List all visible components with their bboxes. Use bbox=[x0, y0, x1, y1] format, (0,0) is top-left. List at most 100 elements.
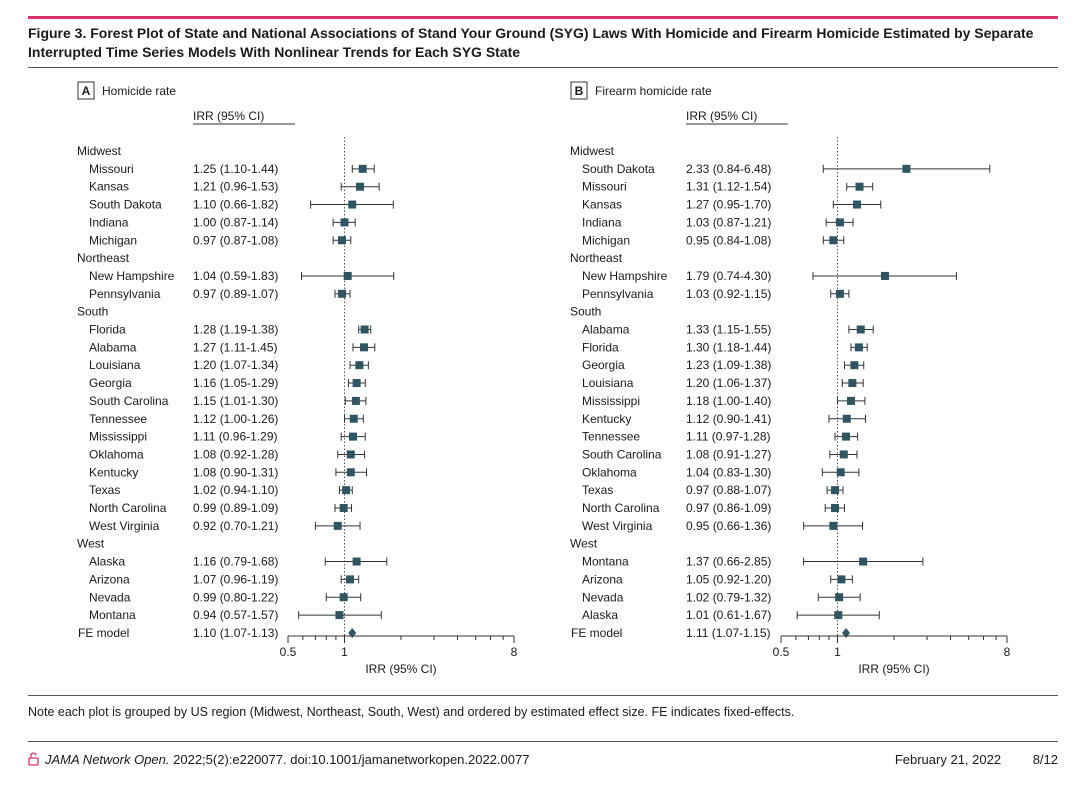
x-tick-label: 1 bbox=[341, 645, 348, 659]
point-estimate bbox=[348, 200, 357, 209]
point-estimate bbox=[346, 575, 355, 584]
point-estimate bbox=[837, 575, 846, 584]
state-ci: 1.08 (0.91-1.27) bbox=[686, 447, 771, 461]
publication-date: February 21, 2022 bbox=[894, 752, 1002, 767]
x-tick-label: 8 bbox=[511, 645, 518, 659]
panel-letter-box bbox=[77, 81, 95, 100]
state-ci: 0.99 (0.80-1.22) bbox=[193, 590, 278, 604]
state-ci: 1.05 (0.92-1.20) bbox=[686, 572, 771, 586]
state-label: Arizona bbox=[89, 572, 130, 586]
state-label: Montana bbox=[89, 608, 136, 622]
state-ci: 1.30 (1.18-1.44) bbox=[686, 340, 771, 354]
state-ci: 1.03 (0.92-1.15) bbox=[686, 287, 771, 301]
state-ci: 1.04 (0.83-1.30) bbox=[686, 465, 771, 479]
state-label: Montana bbox=[582, 555, 629, 569]
footer: JAMA Network Open. 2022;5(2):e220077. do… bbox=[28, 752, 1058, 769]
point-estimate bbox=[842, 432, 851, 441]
state-ci: 1.37 (0.66-2.85) bbox=[686, 555, 771, 569]
state-label: Louisiana bbox=[89, 358, 141, 372]
forest-plots: A Homicide rate IRR (95% CI) Midwest Missour… bbox=[77, 81, 1011, 676]
state-ci: 1.20 (1.06-1.37) bbox=[686, 376, 771, 390]
state-ci: 1.04 (0.59-1.83) bbox=[193, 269, 278, 283]
state-ci: 1.10 (0.66-1.82) bbox=[193, 198, 278, 212]
point-estimate bbox=[848, 379, 857, 388]
state-label: Tennessee bbox=[582, 430, 640, 444]
region-label: Midwest bbox=[77, 144, 122, 158]
state-ci: 0.97 (0.86-1.09) bbox=[686, 501, 771, 515]
state-label: Indiana bbox=[89, 215, 129, 229]
state-ci: 1.33 (1.15-1.55) bbox=[686, 323, 771, 337]
state-ci: 0.97 (0.87-1.08) bbox=[193, 233, 278, 247]
state-ci: 0.99 (0.89-1.09) bbox=[193, 501, 278, 515]
state-label: Alabama bbox=[89, 340, 137, 354]
citation: 2022;5(2):e220077. doi:10.1001/jamanetwo… bbox=[169, 752, 530, 767]
point-estimate bbox=[880, 271, 889, 280]
point-estimate bbox=[358, 164, 367, 173]
region-label: South bbox=[570, 305, 601, 319]
point-estimate bbox=[335, 611, 344, 620]
summary-ci: 1.10 (1.07-1.13) bbox=[193, 626, 278, 640]
point-estimate bbox=[352, 557, 361, 566]
state-label: Florida bbox=[89, 323, 126, 337]
summary-ci: 1.11 (1.07-1.15) bbox=[686, 626, 771, 640]
panel-title: Homicide rate bbox=[102, 84, 176, 98]
summary-label: FE model bbox=[571, 626, 622, 640]
point-estimate bbox=[349, 414, 358, 423]
state-label: North Carolina bbox=[89, 501, 167, 515]
state-label: Pennsylvania bbox=[89, 287, 161, 301]
state-label: Michigan bbox=[582, 233, 630, 247]
point-estimate bbox=[356, 182, 365, 191]
panel-title: Firearm homicide rate bbox=[595, 84, 712, 98]
state-ci: 1.07 (0.96-1.19) bbox=[193, 572, 278, 586]
column-header: IRR (95% CI) bbox=[193, 109, 264, 123]
state-label: North Carolina bbox=[582, 501, 660, 515]
state-ci: 0.94 (0.57-1.57) bbox=[193, 608, 278, 622]
point-estimate bbox=[835, 218, 844, 227]
panel-letter-box bbox=[570, 81, 588, 100]
point-estimate bbox=[343, 271, 352, 280]
point-estimate bbox=[835, 593, 844, 602]
state-ci: 2.33 (0.84-6.48) bbox=[686, 162, 771, 176]
state-label: Nevada bbox=[89, 590, 131, 604]
state-label: Alabama bbox=[582, 323, 630, 337]
state-ci: 1.20 (1.07-1.34) bbox=[193, 358, 278, 372]
point-estimate bbox=[351, 396, 360, 405]
state-ci: 1.02 (0.79-1.32) bbox=[686, 590, 771, 604]
point-estimate bbox=[333, 521, 342, 530]
journal-name: JAMA Network Open. bbox=[45, 752, 170, 767]
state-label: South Dakota bbox=[582, 162, 655, 176]
point-estimate bbox=[339, 504, 348, 512]
state-ci: 1.11 (0.97-1.28) bbox=[686, 430, 771, 444]
x-axis-label: IRR (95% CI) bbox=[365, 662, 436, 676]
state-ci: 1.79 (0.74-4.30) bbox=[686, 269, 771, 283]
open-access-lock-icon bbox=[28, 752, 39, 769]
title-divider bbox=[28, 67, 1058, 68]
state-label: South Dakota bbox=[89, 198, 162, 212]
state-ci: 0.97 (0.89-1.07) bbox=[193, 287, 278, 301]
state-label: West Virginia bbox=[582, 519, 653, 533]
state-ci: 1.16 (1.05-1.29) bbox=[193, 376, 278, 390]
note-divider-top bbox=[28, 695, 1058, 696]
state-ci: 1.08 (0.92-1.28) bbox=[193, 447, 278, 461]
point-estimate bbox=[349, 432, 358, 441]
state-ci: 1.27 (0.95-1.70) bbox=[686, 198, 771, 212]
point-estimate bbox=[359, 343, 368, 352]
state-ci: 1.27 (1.11-1.45) bbox=[193, 340, 278, 354]
state-label: New Hampshire bbox=[89, 269, 175, 283]
state-label: Louisiana bbox=[582, 376, 634, 390]
state-label: Kentucky bbox=[89, 465, 138, 479]
state-label: Tennessee bbox=[89, 412, 147, 426]
point-estimate bbox=[859, 557, 868, 566]
state-ci: 1.08 (0.90-1.31) bbox=[193, 465, 278, 479]
state-ci: 1.11 (0.96-1.29) bbox=[193, 430, 278, 444]
state-ci: 0.95 (0.66-1.36) bbox=[686, 519, 771, 533]
state-ci: 1.18 (1.00-1.40) bbox=[686, 394, 771, 408]
region-label: Northeast bbox=[77, 251, 130, 265]
x-tick-label: 1 bbox=[834, 645, 841, 659]
state-ci: 0.95 (0.84-1.08) bbox=[686, 233, 771, 247]
x-tick-label: 0.5 bbox=[280, 645, 297, 659]
state-ci: 1.01 (0.61-1.67) bbox=[686, 608, 771, 622]
state-label: Nevada bbox=[582, 590, 624, 604]
region-label: West bbox=[570, 537, 598, 551]
point-estimate bbox=[829, 521, 838, 530]
